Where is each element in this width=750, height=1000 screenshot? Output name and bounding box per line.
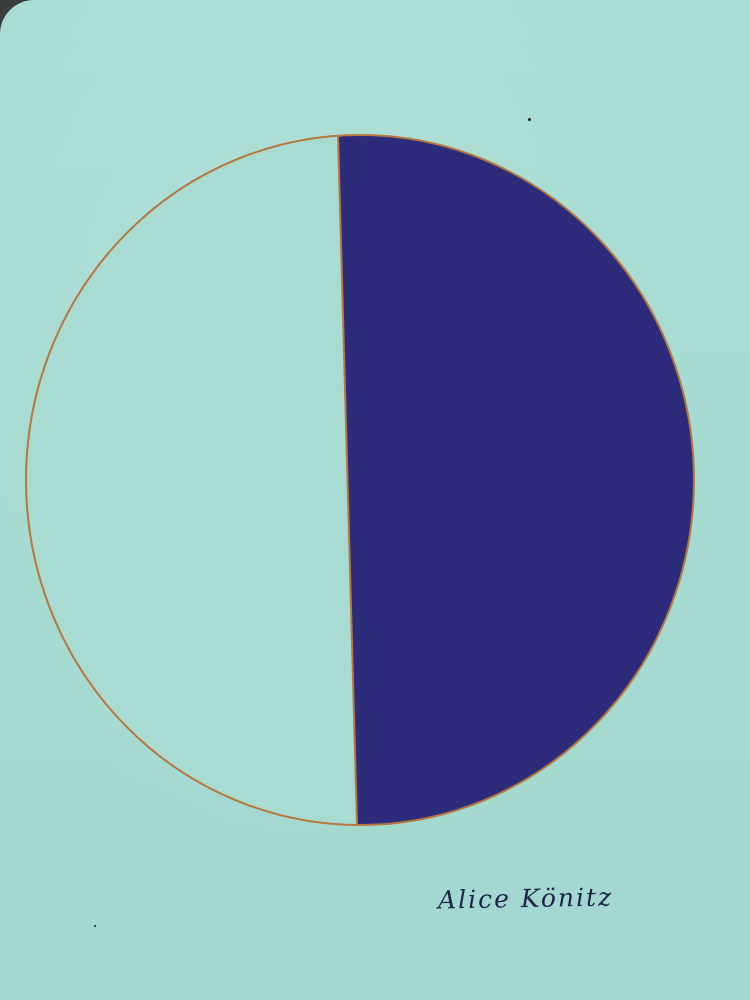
circle-outline: [25, 134, 695, 826]
divider-line: [337, 135, 358, 825]
right-half-dark: [338, 135, 694, 825]
dust-speck: [528, 118, 531, 121]
dust-speck: [94, 925, 96, 927]
artist-signature: Alice Könitz: [437, 882, 614, 915]
